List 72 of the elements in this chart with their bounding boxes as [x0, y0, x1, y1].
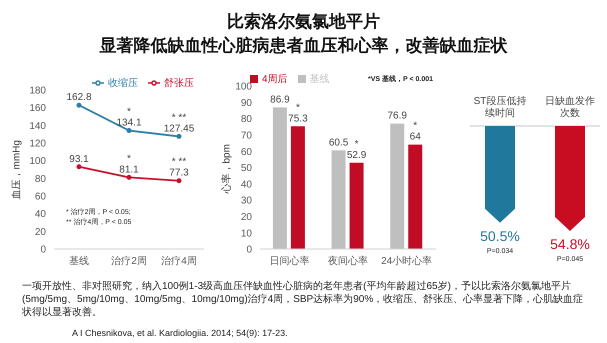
chart-title: 比索洛尔氨氯地平片: [226, 11, 381, 33]
point: [76, 102, 82, 108]
y-tick-label: 60: [34, 192, 46, 203]
bar: [408, 144, 422, 249]
point: [126, 128, 132, 134]
point: [126, 174, 132, 180]
data-label: 54.8%: [550, 236, 590, 252]
data-label: 162.8: [66, 92, 92, 104]
annotation: *: [413, 120, 418, 132]
annotation: * **: [172, 112, 186, 124]
y-tick-label: 60: [240, 146, 252, 158]
legend-label: 4周后: [262, 74, 288, 85]
data-label: 127.45: [164, 123, 195, 134]
data-label: 86.9: [270, 94, 290, 106]
data-label: 93.1: [69, 154, 90, 165]
y-tick-label: 140: [29, 120, 46, 132]
y-tick-label: 180: [29, 86, 46, 97]
bar: [350, 162, 364, 249]
x-tick-label: 基线: [69, 255, 89, 268]
y-tick-label: 80: [240, 114, 252, 126]
y-tick-label: 30: [240, 196, 252, 207]
x-tick-label: 日间心率: [269, 255, 310, 268]
data-label: 60.5: [328, 137, 349, 148]
x-tick-label: 夜间心率: [328, 255, 368, 268]
annotation: *: [127, 153, 132, 164]
data-label: 75.3: [288, 113, 308, 124]
annotation: * **: [172, 156, 186, 168]
point: [176, 178, 182, 184]
y-tick-label: 160: [29, 103, 46, 114]
y-tick-label: 0: [40, 244, 46, 256]
y-tick-label: 100: [235, 82, 252, 93]
y-tick-label: 50: [240, 163, 252, 174]
data-label: 81.1: [119, 164, 140, 176]
bar: [390, 124, 404, 249]
data-label: 134.1: [116, 118, 142, 129]
y-axis-title: 血压，mmHg: [10, 140, 23, 200]
y-tick-label: 20: [34, 226, 46, 238]
data-label: 52.9: [346, 150, 367, 161]
data-label: 76.9: [388, 110, 408, 122]
data-label: 77.3: [169, 168, 190, 179]
y-tick-label: 100: [29, 156, 46, 168]
point: [176, 134, 182, 139]
y-tick-label: 10: [240, 228, 252, 240]
text: A I Chesnikova, et al. Kardiologiia. 2014; 54(9): 17-23.: [72, 327, 289, 340]
y-tick-label: 80: [34, 174, 46, 185]
y-tick-label: 70: [240, 130, 252, 142]
bar: [332, 150, 346, 249]
y-tick-label: 90: [240, 98, 252, 109]
data-label: 64: [410, 132, 422, 143]
legend-label: 收缩压: [108, 78, 138, 89]
y-axis-title: 心率，bpm: [220, 144, 233, 194]
y-tick-label: 40: [240, 179, 252, 190]
x-tick-label: 24小时心率: [381, 255, 432, 268]
legend-label: 舒张压: [164, 78, 194, 89]
text: 一项开放性、非对照研究，纳入100例1-3级高血压伴缺血性心脏病的老年患者(平均年龄超过65岁)，予以比索洛尔氨氯地平片(5mg/5mg、5mg/10mg、10mg/5mg、10mg/10mg)治疗4周，SBP达标率为90%，收缩压、舒张压、心率显著下降，心肌缺血症状得以显著改善。: [22, 280, 584, 319]
x-tick-label: 治疗2周: [111, 255, 147, 268]
bar: [290, 126, 305, 249]
y-tick-label: 40: [34, 209, 46, 220]
y-tick-label: 120: [29, 138, 46, 150]
category-label: 日缺血发作次数: [544, 96, 596, 120]
annotation: *: [127, 106, 132, 118]
x-tick-label: 治疗4周: [161, 255, 197, 268]
annotation: *: [296, 102, 300, 114]
point: [76, 164, 82, 170]
legend-label: 基线: [310, 74, 330, 85]
y-tick-label: 0: [246, 244, 252, 256]
y-tick-label: 20: [240, 212, 252, 223]
bar: [272, 107, 287, 249]
chart-subtitle: 显著降低缺血性心脏病患者血压和心率，改善缺血症状: [98, 35, 508, 57]
data-label: 50.5%: [480, 228, 520, 244]
annotation: *: [354, 138, 359, 150]
category-label: ST段压低持续时间: [473, 96, 527, 120]
